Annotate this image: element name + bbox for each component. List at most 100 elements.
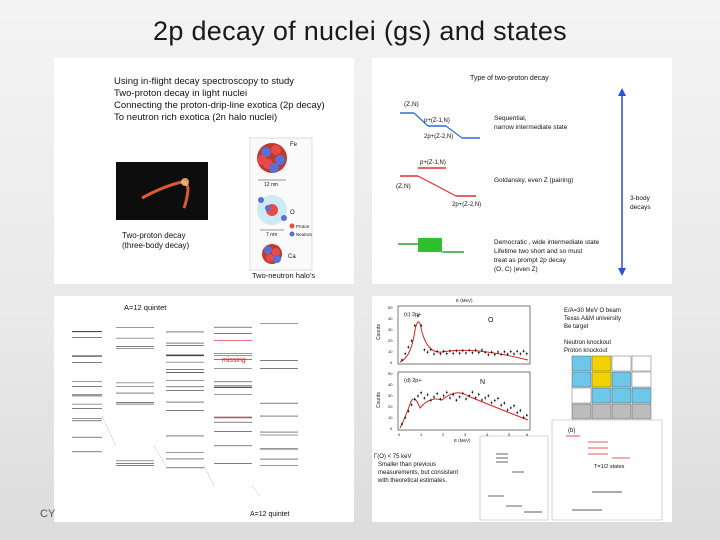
svg-text:50: 50 [388,305,393,310]
label-fe: Fe [290,142,298,148]
plot-d-fit [399,392,529,429]
svg-text:0: 0 [390,360,393,365]
svg-text:0: 0 [398,432,401,437]
info-3: Be target [564,324,589,330]
nuclide-cell [631,403,652,420]
nuclide-cell [611,403,632,420]
panel-halo-2p-overview: Using in-flight decay spectroscopy to st… [54,58,354,284]
connector-line [251,485,261,497]
nuclide-cell [571,371,592,388]
level-states: T=1/2 states [594,464,625,470]
nuclide-cell [591,403,612,420]
legend-proton: Proton [296,224,310,229]
seq-desc-2: narrow intermediate state [494,124,568,131]
dem-desc-1: Democratic , wide intermediate state [494,239,600,246]
panel-a12-level-scheme: A=12 quintet missing A=12 quintet [54,296,354,522]
slide-title: 2p decay of nuclei (gs) and states [153,16,567,46]
bl-top-label: A=12 quintet [124,303,167,312]
plot-c-fit [399,321,529,363]
knockout-1: Neutron knockout [564,340,611,346]
nucleus-small-icon [262,244,282,264]
seq-end: 2p+(Z-2,N) [424,134,453,140]
missing-label: missing [222,357,246,364]
gold-end: 2p+(Z-2,N) [452,202,481,208]
svg-text:1: 1 [420,432,423,437]
size-label-top: 12 nm [264,182,278,188]
gold-start: (Z,N) [396,183,411,190]
svg-text:20: 20 [388,404,393,409]
plot-d-yticks: 50 40 30 20 10 0 [388,371,393,431]
svg-text:40: 40 [388,316,393,321]
svg-text:10: 10 [388,349,393,354]
width-note-1: Γ(O) < 75 keV [374,454,412,460]
seq-mid: p+(Z-1,N) [424,118,450,124]
panel-2p-spectra: E (MeV) (c) 2p+ O Counts 50 40 30 20 10 … [372,296,672,522]
svg-text:3: 3 [464,432,467,437]
svg-text:50: 50 [388,371,393,376]
dem-desc-2: Lifetime two short and so must [494,248,582,255]
connector-line [101,415,117,447]
dem-desc-4: (O, C) (even Z) [494,266,538,273]
connector-line [153,445,167,467]
panel-2p-decay-types: Type of two-proton decay (Z,N) p+(Z-1,N)… [372,58,672,284]
seq-start: (Z,N) [404,101,419,108]
gold-mid: p+(Z-1,N) [420,160,446,166]
dem-desc-3: treat as prompt 2p decay [494,257,567,264]
svg-text:0: 0 [390,426,393,431]
svg-text:2: 2 [442,432,445,437]
tl-headline-4: To neutron rich exotica (2n halo nuclei) [114,112,277,123]
nuclide-cell [591,355,612,372]
side-label-2: decays [630,204,651,211]
nuclide-cell [631,387,652,404]
seq-desc-1: Sequential, [494,115,527,122]
tr-title: Type of two-proton decay [470,75,549,82]
x-ticks: 0 1 2 3 4 5 6 [398,432,529,437]
nucleus-large-icon [257,143,287,173]
nuclide-cell [631,355,652,372]
plot-d-nucleus: N [480,379,485,386]
tl-headline-2: Two-proton decay in light nuclei [114,88,247,99]
info-2: Texas A&M university [564,316,621,322]
bl-bottom-label: A=12 quintet [250,511,290,518]
plot-c-points [401,314,528,362]
nuclide-cell [591,387,612,404]
nuclide-cell [571,403,592,420]
width-note-3: measurements, but consistent [378,470,458,476]
nuclide-cell [611,371,632,388]
svg-text:5: 5 [508,432,511,437]
nuclide-chart [571,355,652,420]
decay-track-image [116,162,208,220]
legend-neutron: Neutron [296,232,313,237]
tl-headline-1: Using in-flight decay spectroscopy to st… [114,76,294,87]
nuclide-cell [591,371,612,388]
level-diagram-a [488,453,542,513]
nucleus-halo-icon [257,195,287,225]
nuclide-cell [611,387,632,404]
gold-desc: Goldansky, even Z (pairing) [494,177,573,184]
br-xlabel: E (MeV) [454,438,471,443]
br-axis-top: E (MeV) [456,298,473,303]
width-note-2: Smaller than previous [378,462,436,468]
plot-c-label: (c) 2p+ [404,312,421,318]
nuclide-cell [571,355,592,372]
svg-text:6: 6 [526,432,529,437]
nuclide-cell [571,387,592,404]
tl-headline-3: Connecting the proton-drip-line exotica … [114,100,325,111]
svg-text:4: 4 [486,432,489,437]
label-ca: Ca [288,254,296,260]
plot-d-points [401,390,528,426]
width-note-4: with theoretical estimates. [377,478,447,484]
svg-text:20: 20 [388,338,393,343]
halo-caption: Two-neutron halo's [252,271,315,280]
plot-d-ylabel: Counts [376,392,382,408]
nuclide-cell [611,355,632,372]
svg-text:30: 30 [388,327,393,332]
plot-d-label: (d) 2p+ [404,378,422,384]
label-o: O [290,210,295,216]
svg-text:10: 10 [388,415,393,420]
info-1: E/A=30 MeV O beam [564,308,621,314]
connector-line [203,465,215,487]
plot-c-yticks: 50 40 30 20 10 0 [388,305,393,365]
tl-caption-1: Two-proton decay [122,231,186,240]
slide-footer: CY [40,508,56,520]
